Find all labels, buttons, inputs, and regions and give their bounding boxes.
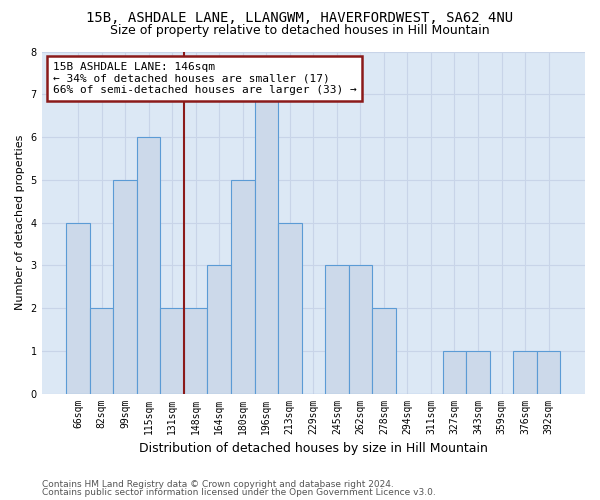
Bar xyxy=(184,308,208,394)
Bar xyxy=(372,308,395,394)
Bar xyxy=(90,308,113,394)
Bar xyxy=(67,222,90,394)
Bar xyxy=(208,266,231,394)
Bar xyxy=(160,308,184,394)
Text: Size of property relative to detached houses in Hill Mountain: Size of property relative to detached ho… xyxy=(110,24,490,37)
Text: Contains public sector information licensed under the Open Government Licence v3: Contains public sector information licen… xyxy=(42,488,436,497)
Bar xyxy=(537,351,560,394)
Bar xyxy=(113,180,137,394)
Y-axis label: Number of detached properties: Number of detached properties xyxy=(15,135,25,310)
Bar xyxy=(349,266,372,394)
X-axis label: Distribution of detached houses by size in Hill Mountain: Distribution of detached houses by size … xyxy=(139,442,488,455)
Bar xyxy=(254,94,278,394)
Bar xyxy=(513,351,537,394)
Bar xyxy=(231,180,254,394)
Bar xyxy=(443,351,466,394)
Text: 15B ASHDALE LANE: 146sqm
← 34% of detached houses are smaller (17)
66% of semi-d: 15B ASHDALE LANE: 146sqm ← 34% of detach… xyxy=(53,62,356,95)
Bar xyxy=(137,137,160,394)
Text: 15B, ASHDALE LANE, LLANGWM, HAVERFORDWEST, SA62 4NU: 15B, ASHDALE LANE, LLANGWM, HAVERFORDWES… xyxy=(86,11,514,25)
Bar xyxy=(466,351,490,394)
Text: Contains HM Land Registry data © Crown copyright and database right 2024.: Contains HM Land Registry data © Crown c… xyxy=(42,480,394,489)
Bar xyxy=(278,222,302,394)
Bar xyxy=(325,266,349,394)
